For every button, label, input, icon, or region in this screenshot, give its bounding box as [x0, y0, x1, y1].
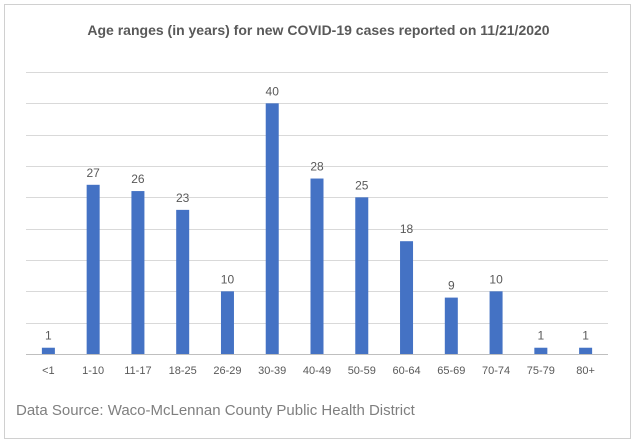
data-label-75-79: 1 — [538, 329, 545, 343]
x-tick-label-<1: <1 — [42, 365, 55, 377]
x-tick-labels: <1 1-10 11-17 18-25 26-29 30-39 40-49 50-59 60-6… — [42, 365, 595, 377]
x-tick-label-11-17: 11-17 — [124, 365, 151, 377]
data-label-18-25: 23 — [176, 191, 190, 205]
chart-title: Age ranges (in years) for new COVID-19 c… — [87, 22, 550, 38]
bar-60-64 — [400, 241, 414, 354]
data-label-70-74: 10 — [489, 272, 503, 286]
data-label-1-10: 27 — [86, 166, 100, 180]
bar-65-69 — [444, 297, 458, 354]
data-source-note: Data Source: Waco-McLennan County Public… — [16, 402, 415, 419]
bar-40-49 — [310, 178, 324, 354]
bar-70-74 — [489, 291, 503, 354]
x-tick-label-30-39: 30-39 — [258, 365, 286, 377]
x-tick-label-18-25: 18-25 — [169, 365, 197, 377]
data-label-30-39: 40 — [266, 84, 280, 98]
data-label-40-49: 28 — [310, 160, 324, 174]
data-label-11-17: 26 — [131, 172, 145, 186]
x-tick-label-26-29: 26-29 — [213, 365, 241, 377]
data-label-<1: 1 — [45, 329, 52, 343]
bar-26-29 — [220, 291, 234, 354]
bar-50-59 — [355, 197, 369, 354]
x-tick-label-50-59: 50-59 — [348, 365, 376, 377]
x-tick-label-1-10: 1-10 — [82, 365, 104, 377]
bar-80+ — [579, 347, 593, 354]
bar-<1 — [41, 347, 55, 354]
x-tick-label-70-74: 70-74 — [482, 365, 510, 377]
x-tick-label-60-64: 60-64 — [392, 365, 420, 377]
data-label-60-64: 18 — [400, 222, 414, 236]
data-label-80+: 1 — [582, 329, 589, 343]
x-tick-label-80+: 80+ — [576, 365, 595, 377]
data-label-26-29: 10 — [221, 272, 235, 286]
bars — [41, 103, 593, 354]
data-label-50-59: 25 — [355, 178, 369, 192]
bar-30-39 — [265, 103, 279, 354]
x-tick-label-75-79: 75-79 — [527, 365, 555, 377]
x-tick-label-40-49: 40-49 — [303, 365, 331, 377]
x-tick-label-65-69: 65-69 — [437, 365, 465, 377]
bar-18-25 — [176, 209, 190, 354]
data-label-65-69: 9 — [448, 279, 455, 293]
bar-1-10 — [86, 184, 100, 354]
bar-11-17 — [131, 191, 145, 354]
bar-75-79 — [534, 347, 548, 354]
